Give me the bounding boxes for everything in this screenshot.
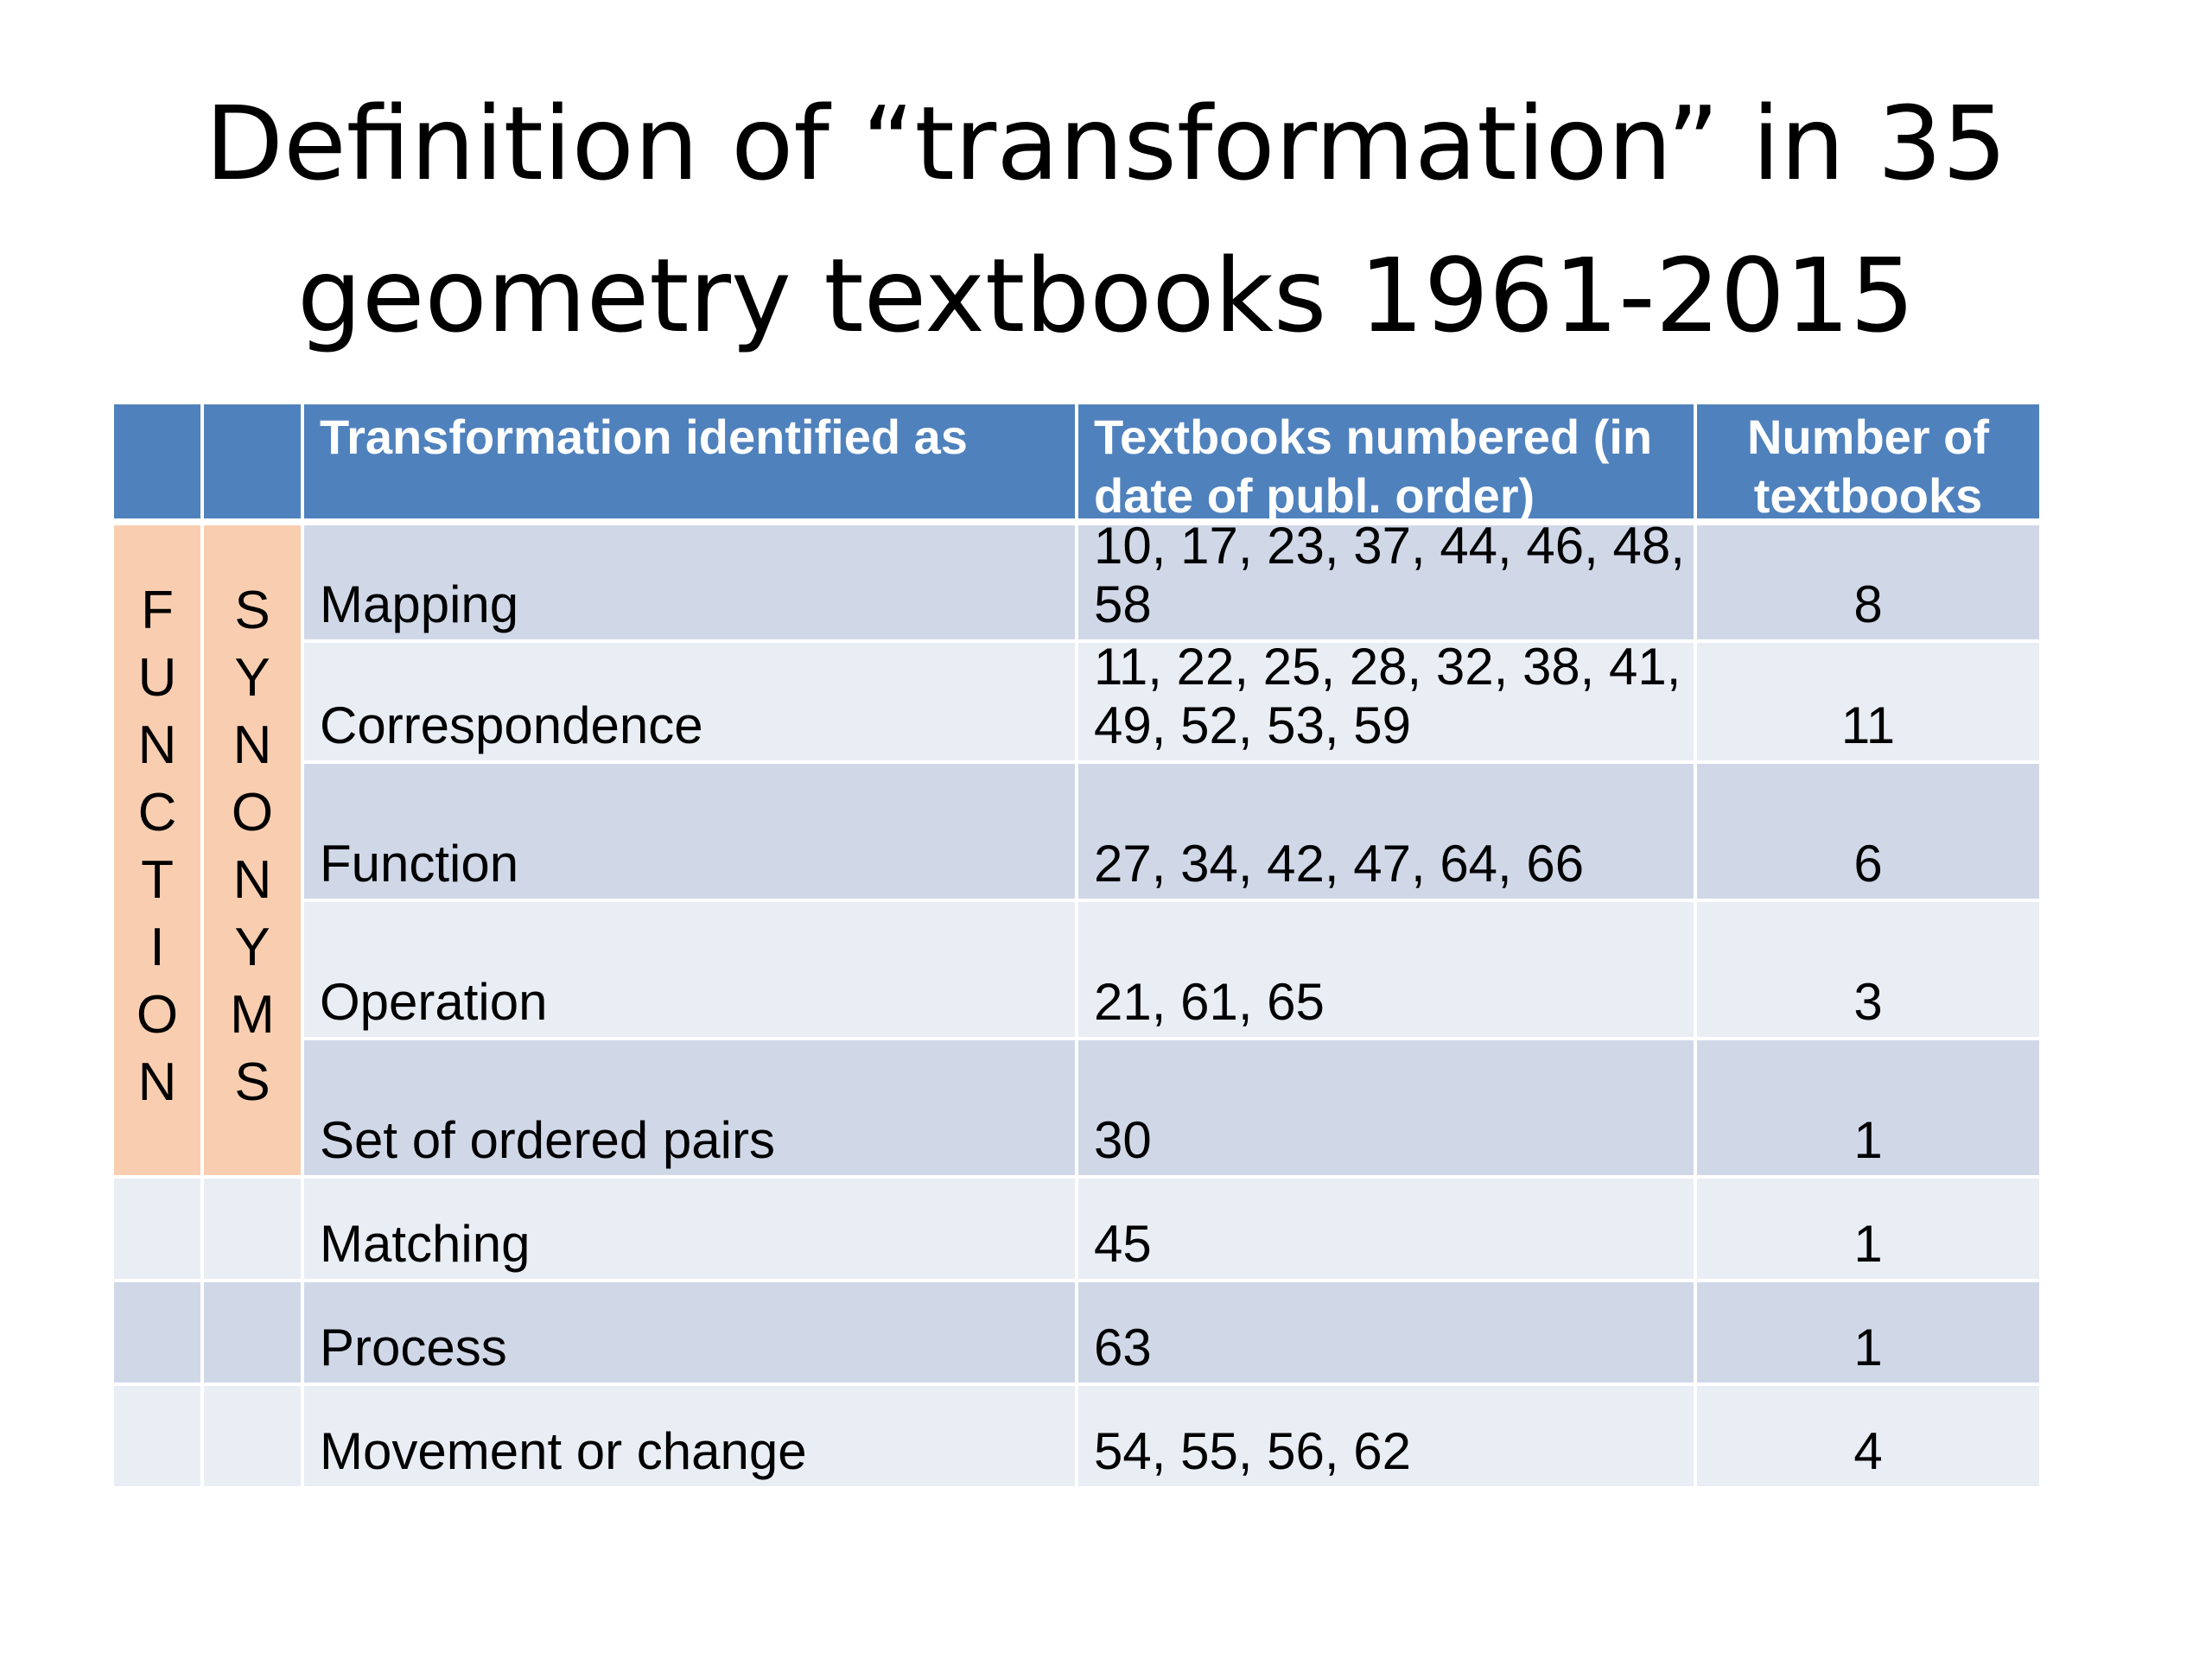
term-text: Operation xyxy=(320,973,548,1031)
header-number-of-textbooks: Number of textbooks xyxy=(1697,404,2039,523)
header-blank-cell xyxy=(114,404,200,518)
term-text: Movement or change xyxy=(320,1422,807,1480)
term-text: Matching xyxy=(320,1215,531,1273)
term-cell: Set of ordered pairs xyxy=(304,1040,1075,1175)
group-letter: C xyxy=(137,783,177,842)
header-number-label-line-2: textbooks xyxy=(1753,468,1983,523)
count-text: 1 xyxy=(1853,1111,1883,1169)
group-letter: I xyxy=(149,918,165,977)
count-text: 11 xyxy=(1840,696,1896,754)
count-cell: 6 xyxy=(1697,764,2039,899)
textbooks-cell: 11, 22, 25, 28, 32, 38, 41, 49, 52, 53, … xyxy=(1078,638,1694,760)
term-text: Function xyxy=(320,835,519,893)
group-letter: U xyxy=(137,648,177,708)
group-blank-cell xyxy=(114,1386,200,1486)
table-row: Mapping 10, 17, 23, 37, 44, 46, 48, 58 8 xyxy=(114,517,2039,639)
group-blank-cell xyxy=(204,1282,301,1382)
group-letter: O xyxy=(136,985,179,1045)
group-letter: Y xyxy=(234,648,270,708)
group-letter: F xyxy=(141,581,174,640)
term-cell: Operation xyxy=(304,902,1075,1037)
count-cell: 3 xyxy=(1697,902,2039,1037)
count-cell: 11 xyxy=(1697,643,2039,760)
textbooks-text: 27, 34, 42, 47, 64, 66 xyxy=(1094,835,1585,893)
count-cell: 1 xyxy=(1697,1040,2039,1175)
count-text: 8 xyxy=(1853,575,1883,633)
header-identified-as-label: Transformation identified as xyxy=(320,410,968,464)
group-blank-cell xyxy=(114,1179,200,1279)
table-row: Set of ordered pairs 30 1 xyxy=(114,1040,2039,1175)
count-text: 3 xyxy=(1853,973,1883,1031)
group-label-synonyms: S Y N O N Y M S xyxy=(204,525,301,1175)
count-cell: 8 xyxy=(1697,525,2039,639)
term-cell: Matching xyxy=(304,1179,1075,1279)
term-cell: Movement or change xyxy=(304,1386,1075,1486)
textbooks-text: 63 xyxy=(1094,1319,1152,1376)
term-cell: Correspondence xyxy=(304,643,1075,760)
table-header-row: Transformation identified as Textbooks n… xyxy=(114,404,2039,523)
textbooks-text-line-2: 49, 52, 53, 59 xyxy=(1094,696,1411,754)
textbooks-text-line-2: 58 xyxy=(1094,575,1152,633)
count-text: 6 xyxy=(1853,835,1883,893)
textbooks-cell: 27, 34, 42, 47, 64, 66 xyxy=(1078,764,1694,899)
textbooks-cell: 30 xyxy=(1078,1040,1694,1175)
group-letter: N xyxy=(232,850,272,910)
textbooks-text: 45 xyxy=(1094,1215,1152,1273)
group-letter: S xyxy=(234,581,270,640)
group-letter: S xyxy=(234,1052,270,1112)
count-text: 1 xyxy=(1853,1319,1883,1376)
header-number-label-line-1: Number of xyxy=(1747,410,1989,464)
count-text: 4 xyxy=(1853,1422,1883,1480)
term-text: Mapping xyxy=(320,575,519,633)
textbooks-cell: 54, 55, 56, 62 xyxy=(1078,1386,1694,1486)
textbooks-cell: 45 xyxy=(1078,1179,1694,1279)
textbooks-text: 21, 61, 65 xyxy=(1094,973,1325,1031)
textbooks-text-line-1: 10, 17, 23, 37, 44, 46, 48, xyxy=(1094,517,1685,575)
header-textbooks-label-line-1: Textbooks numbered (in xyxy=(1094,410,1653,464)
group-letter: Y xyxy=(234,918,270,977)
textbooks-text: 30 xyxy=(1094,1111,1152,1169)
textbooks-text-line-1: 11, 22, 25, 28, 32, 38, 41, xyxy=(1094,638,1681,696)
group-letter: O xyxy=(231,783,274,842)
group-letter: N xyxy=(137,1052,177,1112)
term-text: Process xyxy=(320,1319,507,1376)
group-letter: M xyxy=(230,985,275,1045)
table-row: Operation 21, 61, 65 3 xyxy=(114,902,2039,1037)
term-cell: Process xyxy=(304,1282,1075,1382)
term-cell: Mapping xyxy=(304,525,1075,639)
term-text: Set of ordered pairs xyxy=(320,1111,775,1169)
group-letter: N xyxy=(232,715,272,775)
group-blank-cell xyxy=(114,1282,200,1382)
count-text: 1 xyxy=(1853,1215,1883,1273)
group-letter: T xyxy=(141,850,174,910)
table-row: Matching 45 1 xyxy=(114,1179,2039,1279)
count-cell: 1 xyxy=(1697,1179,2039,1279)
table-row: Movement or change 54, 55, 56, 62 4 xyxy=(114,1386,2039,1486)
group-label-function: F U N C T I O N xyxy=(114,525,200,1175)
slide-title-line-1: Definition of “transformation” in 35 xyxy=(205,84,2007,203)
header-textbooks-label-line-2: date of publ. order) xyxy=(1094,468,1535,523)
textbooks-text: 54, 55, 56, 62 xyxy=(1094,1422,1411,1480)
table-row: Process 63 1 xyxy=(114,1282,2039,1382)
header-textbooks-numbered: Textbooks numbered (in date of publ. ord… xyxy=(1078,404,1694,523)
header-blank-cell xyxy=(204,404,301,518)
slide-title: Definition of “transformation” in 35 geo… xyxy=(0,67,2212,372)
count-cell: 4 xyxy=(1697,1386,2039,1486)
group-blank-cell xyxy=(204,1179,301,1279)
table-row: Function 27, 34, 42, 47, 64, 66 6 xyxy=(114,764,2039,899)
term-cell: Function xyxy=(304,764,1075,899)
table-row: Correspondence 11, 22, 25, 28, 32, 38, 4… xyxy=(114,638,2039,760)
slide-title-line-2: geometry textbooks 1961-2015 xyxy=(296,236,1916,355)
textbooks-cell: 10, 17, 23, 37, 44, 46, 48, 58 xyxy=(1078,517,1694,639)
textbooks-cell: 21, 61, 65 xyxy=(1078,902,1694,1037)
count-cell: 1 xyxy=(1697,1282,2039,1382)
term-text: Correspondence xyxy=(320,696,703,754)
header-identified-as: Transformation identified as xyxy=(304,404,1075,518)
textbooks-cell: 63 xyxy=(1078,1282,1694,1382)
group-letter: N xyxy=(137,715,177,775)
group-blank-cell xyxy=(204,1386,301,1486)
